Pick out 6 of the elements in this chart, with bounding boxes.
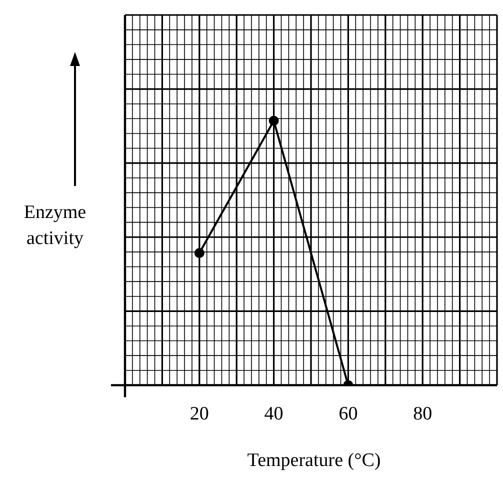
x-axis-title: Temperature (°C) [246, 450, 382, 472]
x-tick-label: 20 [190, 404, 209, 425]
x-tick-label: 40 [264, 404, 284, 425]
x-tick-label: 80 [413, 404, 432, 425]
y-axis-title: Enzyme activity [22, 201, 88, 251]
x-tick-label: 60 [338, 404, 358, 425]
